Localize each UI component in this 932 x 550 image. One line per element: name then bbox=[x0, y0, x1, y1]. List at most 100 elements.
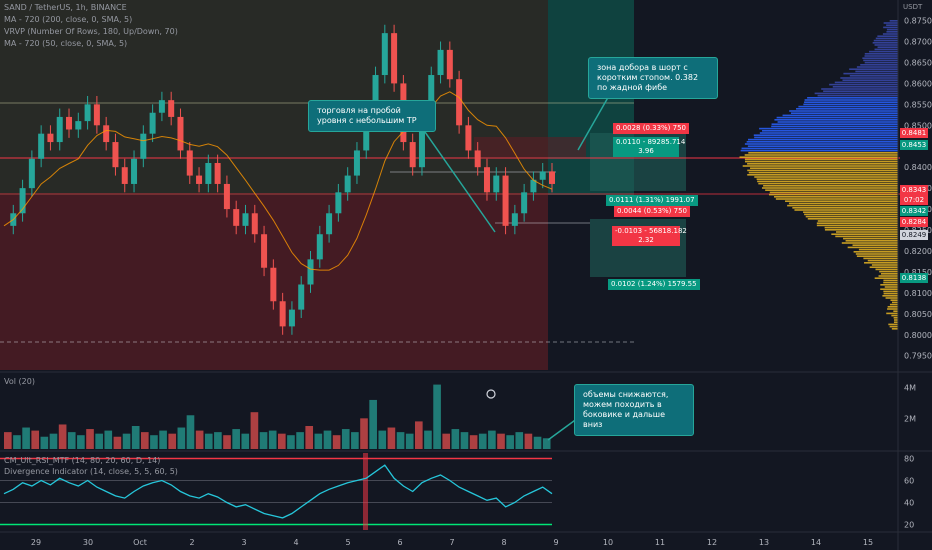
time-tick-label: 2 bbox=[189, 538, 194, 547]
oscillator-legend-2[interactable]: Divergence Indicator (14, close, 5, 5, 6… bbox=[4, 467, 178, 476]
vrvp-row bbox=[888, 306, 898, 308]
vrvp-row bbox=[892, 328, 898, 330]
candle-body bbox=[465, 125, 471, 150]
volume-bar bbox=[442, 434, 450, 449]
volume-bar bbox=[241, 434, 249, 449]
candle-body bbox=[326, 213, 332, 234]
volume-bar bbox=[351, 432, 359, 449]
trade-note[interactable]: торговля на пробой уровня с небольшим ТР bbox=[308, 100, 436, 132]
vrvp-row bbox=[745, 154, 898, 156]
short-note[interactable]: зона добора в шорт с коротким стопом. 0.… bbox=[588, 57, 718, 99]
price-tick-label: 0.8050 bbox=[904, 310, 932, 319]
indicator-legend-1[interactable]: MA - 720 (200, close, 0, SMA, 5) bbox=[4, 15, 132, 24]
candle-body bbox=[159, 100, 165, 113]
vrvp-row bbox=[894, 321, 898, 323]
vrvp-row bbox=[748, 139, 898, 141]
vrvp-row bbox=[869, 51, 898, 53]
volume-legend[interactable]: Vol (20) bbox=[4, 377, 35, 386]
time-axis[interactable]: 29 30 Oct 2 3 4 5 6 7 8 9 10 11 12 13 14 15 bbox=[31, 538, 873, 547]
volume-bar bbox=[214, 432, 222, 449]
volume-bar bbox=[196, 431, 204, 449]
time-tick-label: 7 bbox=[449, 538, 454, 547]
volume-bar bbox=[260, 432, 268, 449]
volume-bar bbox=[104, 431, 112, 449]
vrvp-row bbox=[880, 284, 898, 286]
time-tick-label: 12 bbox=[707, 538, 717, 547]
vrvp-row bbox=[806, 216, 898, 218]
vrvp-row bbox=[863, 258, 898, 260]
vrvp-row bbox=[883, 282, 898, 284]
vrvp-row bbox=[803, 211, 898, 213]
volume-bar bbox=[114, 437, 122, 449]
time-tick-label: Oct bbox=[133, 538, 147, 547]
volume-bar bbox=[433, 385, 441, 449]
vrvp-row bbox=[823, 90, 898, 92]
pnl-bottom-label: -0.0103 - 56818.182 2.32 bbox=[612, 226, 680, 246]
volume-bar bbox=[278, 434, 286, 449]
volume-bar bbox=[342, 429, 350, 449]
volume-note[interactable]: объемы снижаются, можем походить в боков… bbox=[574, 384, 694, 436]
pnl-top-line-1: 0.0110 - 89285.714 bbox=[616, 138, 676, 147]
vrvp-row bbox=[749, 172, 898, 174]
candle-body bbox=[168, 100, 174, 117]
volume-bar bbox=[59, 424, 67, 449]
vrvp-row bbox=[754, 137, 898, 139]
vrvp-row bbox=[856, 253, 898, 255]
vrvp-row bbox=[757, 181, 898, 183]
stop-mid-label: 0.0044 (0.53%) 750 bbox=[614, 206, 690, 217]
vrvp-row bbox=[848, 247, 898, 249]
vrvp-row bbox=[792, 207, 898, 209]
volume-bar bbox=[141, 432, 149, 449]
price-tick-label: 0.8600 bbox=[904, 79, 932, 88]
vrvp-row bbox=[818, 220, 898, 222]
candle-body bbox=[335, 192, 341, 213]
vrvp-row bbox=[891, 299, 898, 301]
volume-bar bbox=[50, 434, 58, 449]
vrvp-row bbox=[760, 132, 898, 134]
volume-bar bbox=[187, 415, 195, 449]
indicator-legend-3[interactable]: MA - 720 (50, close, 0, SMA, 5) bbox=[4, 39, 127, 48]
price-tick-label: 0.8000 bbox=[904, 331, 932, 340]
vrvp-row bbox=[886, 24, 898, 26]
vrvp-row bbox=[894, 317, 898, 319]
time-tick-label: 13 bbox=[759, 538, 769, 547]
oscillator-legend-1[interactable]: CM_Ult_RSI_MTF (14, 80, 20, 60, D, 14) bbox=[4, 456, 160, 465]
price-tick-label: 0.8100 bbox=[904, 289, 932, 298]
candle-body bbox=[540, 171, 546, 179]
volume-bar bbox=[178, 428, 186, 449]
time-tick-label: 6 bbox=[397, 538, 402, 547]
vrvp-row bbox=[769, 194, 898, 196]
vrvp-row bbox=[821, 88, 898, 90]
candle-body bbox=[317, 234, 323, 259]
vrvp-row bbox=[849, 68, 898, 70]
vrvp-row bbox=[836, 231, 898, 233]
volume-bar bbox=[223, 435, 231, 449]
symbol-legend[interactable]: SAND / TetherUS, 1h, BINANCE bbox=[4, 3, 127, 12]
vrvp-row bbox=[883, 291, 898, 293]
vrvp-row bbox=[804, 101, 898, 103]
vrvp-row bbox=[842, 79, 898, 81]
volume-spike-marker bbox=[487, 390, 495, 398]
vrvp-row bbox=[762, 187, 898, 189]
vrvp-row bbox=[803, 104, 898, 106]
vrvp-row bbox=[857, 66, 898, 68]
vrvp-row bbox=[747, 174, 898, 176]
indicator-legend-2[interactable]: VRVP (Number Of Rows, 180, Up/Down, 70) bbox=[4, 27, 178, 36]
volume-bar bbox=[506, 435, 514, 449]
volume-bar bbox=[369, 400, 377, 449]
osc-tick-label: 40 bbox=[904, 499, 914, 508]
price-tag-p6: 0.8284 bbox=[900, 217, 928, 227]
vrvp-row bbox=[850, 75, 898, 77]
vrvp-row bbox=[892, 302, 898, 304]
volume-bar bbox=[452, 429, 460, 449]
volume-bar bbox=[461, 432, 469, 449]
vrvp-row bbox=[886, 31, 898, 33]
vrvp-row bbox=[868, 260, 898, 262]
candle-body bbox=[66, 117, 72, 130]
volume-bar bbox=[95, 434, 103, 449]
long-stop-zone bbox=[474, 137, 586, 157]
vrvp-row bbox=[874, 40, 898, 42]
price-tag-p1: 0.8481 bbox=[900, 128, 928, 138]
volume-bars: 4M2M bbox=[4, 384, 916, 449]
vrvp-row bbox=[817, 225, 898, 227]
